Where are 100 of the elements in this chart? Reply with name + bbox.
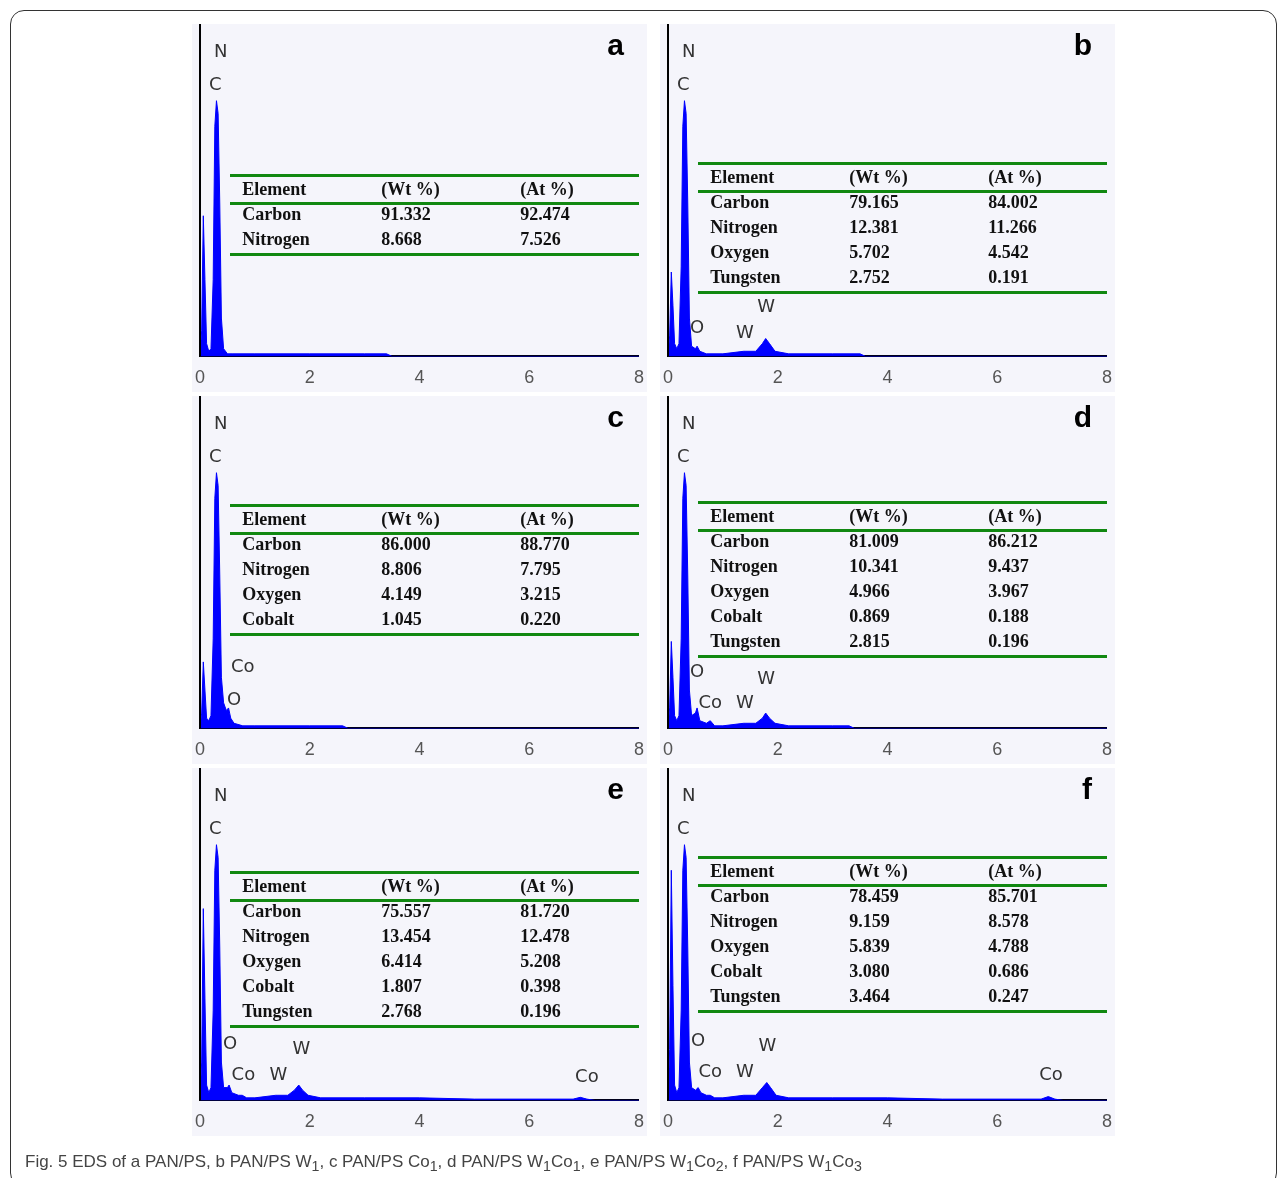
annotation: Nitrogen xyxy=(241,228,311,251)
annotation: 5.208 xyxy=(519,950,562,973)
text: N xyxy=(682,39,696,61)
annotation: 81.009 xyxy=(848,530,900,553)
annotation: 4.788 xyxy=(987,935,1030,958)
x-tick-label: 0 xyxy=(195,367,206,388)
annotation: 79.165 xyxy=(848,191,900,214)
annotation: Oxygen xyxy=(709,935,771,958)
annotation: 11.266 xyxy=(987,216,1038,239)
chart-title: Fig. 5 EDS of a PAN/PS, b PAN/PS W$_{1}$, c PAN/PS Co$_{1}$, d PAN/PS W$_{1}$Co$_{1}$, e PAN/PS W$_{1}$Co$_{2}$, f PAN/PS W$_{1}$Co$_{3}$ xyxy=(25,1152,862,1175)
annotation: 7.526 xyxy=(519,228,562,251)
annotation: W xyxy=(269,1062,288,1084)
text: C xyxy=(209,817,222,839)
annotation: Cobalt xyxy=(709,960,764,983)
annotation: (At %) xyxy=(519,508,575,531)
annotation: Nitrogen xyxy=(709,910,779,933)
annotation: Oxygen xyxy=(709,241,771,264)
annotation: Element xyxy=(241,508,308,531)
annotation: Oxygen xyxy=(709,580,771,603)
text: N xyxy=(682,411,696,433)
x-tick-label: 4 xyxy=(414,1111,425,1132)
x-tick-label: 4 xyxy=(882,739,893,760)
x-tick-label: 8 xyxy=(633,1111,644,1132)
annotation: 4.966 xyxy=(848,580,891,603)
annotation: Co xyxy=(698,690,723,712)
annotation: 5.702 xyxy=(848,241,891,264)
annotation: (At %) xyxy=(519,178,575,201)
annotation: W xyxy=(735,690,754,712)
annotation: (Wt %) xyxy=(380,178,441,201)
annotation: Element xyxy=(709,505,776,528)
annotation: 0.869 xyxy=(848,605,891,628)
annotation: (At %) xyxy=(987,860,1043,883)
annotation: (At %) xyxy=(987,166,1043,189)
annotation: Carbon xyxy=(241,203,303,226)
x-tick-label: 0 xyxy=(195,739,206,760)
annotation: 7.795 xyxy=(519,558,562,581)
annotation: W xyxy=(292,1036,311,1058)
annotation: 4.149 xyxy=(380,583,423,606)
x-tick-label: 0 xyxy=(195,1111,206,1132)
annotation: W xyxy=(757,295,776,317)
x-tick-label: 2 xyxy=(772,1111,783,1132)
annotation: 8.806 xyxy=(380,558,423,581)
annotation: 2.752 xyxy=(848,266,891,289)
annotation: Nitrogen xyxy=(709,216,779,239)
annotation: 1.807 xyxy=(380,975,423,998)
annotation: Tungsten xyxy=(709,630,782,653)
x-tick-label: 8 xyxy=(1101,1111,1112,1132)
annotation: 10.341 xyxy=(848,555,900,578)
annotation: 88.770 xyxy=(519,533,571,556)
x-tick-label: 8 xyxy=(633,739,644,760)
annotation: 78.459 xyxy=(848,885,900,908)
annotation: (At %) xyxy=(519,875,575,898)
annotation: Cobalt xyxy=(241,608,296,631)
annotation: 75.557 xyxy=(380,900,432,923)
x-tick-label: 6 xyxy=(992,739,1003,760)
annotation: Element xyxy=(241,178,308,201)
x-tick-label: 6 xyxy=(524,1111,535,1132)
annotation: Element xyxy=(709,166,776,189)
chart-title: b xyxy=(1073,28,1092,62)
annotation: Nitrogen xyxy=(709,555,779,578)
annotation: Element xyxy=(241,875,308,898)
text: C xyxy=(677,445,690,467)
annotation: Oxygen xyxy=(241,583,303,606)
annotation: O xyxy=(691,1029,706,1051)
annotation: 3.967 xyxy=(987,580,1030,603)
x-tick-label: 2 xyxy=(772,367,783,388)
chart-title: e xyxy=(607,772,624,806)
annotation: Carbon xyxy=(241,900,303,923)
annotation: Co xyxy=(231,654,255,676)
text: N xyxy=(214,39,228,61)
text: N xyxy=(214,411,228,433)
x-tick-label: 4 xyxy=(414,739,425,760)
annotation: (Wt %) xyxy=(848,166,909,189)
annotation: 3.464 xyxy=(848,985,891,1008)
annotation: Oxygen xyxy=(241,950,303,973)
annotation: O xyxy=(223,1031,238,1053)
annotation: 4.542 xyxy=(987,241,1030,264)
annotation: Tungsten xyxy=(709,266,782,289)
annotation: 8.578 xyxy=(987,910,1030,933)
text: C xyxy=(209,445,222,467)
chart-title: f xyxy=(1081,772,1093,806)
annotation: Carbon xyxy=(241,533,303,556)
x-tick-label: 0 xyxy=(663,367,674,388)
annotation: Co xyxy=(575,1065,599,1087)
annotation: 86.000 xyxy=(380,533,432,556)
annotation: O xyxy=(690,315,705,337)
chart-title: d xyxy=(1073,400,1092,434)
annotation: Cobalt xyxy=(709,605,764,628)
x-tick-label: 6 xyxy=(992,367,1003,388)
text: C xyxy=(677,817,690,839)
annotation: W xyxy=(757,667,776,689)
annotation: Co xyxy=(231,1062,256,1084)
annotation: 0.220 xyxy=(519,608,562,631)
annotation: 12.381 xyxy=(848,216,900,239)
x-tick-label: 2 xyxy=(772,739,783,760)
text: C xyxy=(209,73,222,95)
annotation: Tungsten xyxy=(709,985,782,1008)
annotation: 12.478 xyxy=(519,925,571,948)
text: C xyxy=(677,73,690,95)
annotation: Nitrogen xyxy=(241,925,311,948)
